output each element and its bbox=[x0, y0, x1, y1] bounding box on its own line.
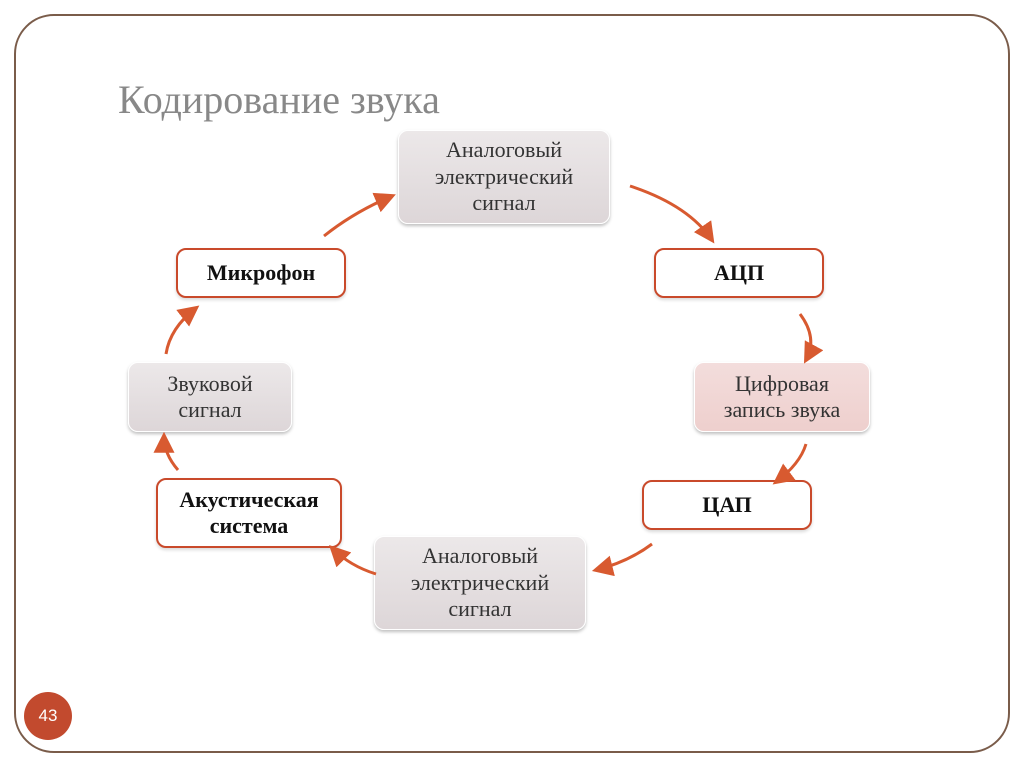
node-speaker: Акустическаясистема bbox=[156, 478, 342, 548]
node-adc: АЦП bbox=[654, 248, 824, 298]
slide-title: Кодирование звука bbox=[118, 76, 440, 123]
slide: Кодирование звука Аналоговыйэлектрически… bbox=[0, 0, 1024, 767]
page-number-badge: 43 bbox=[24, 692, 72, 740]
node-analog-bot: Аналоговыйэлектрическийсигнал bbox=[374, 536, 586, 630]
node-analog-top: Аналоговыйэлектрическийсигнал bbox=[398, 130, 610, 224]
page-number: 43 bbox=[39, 706, 58, 726]
node-dac: ЦАП bbox=[642, 480, 812, 530]
node-digital-rec: Цифроваязапись звука bbox=[694, 362, 870, 432]
node-microphone: Микрофон bbox=[176, 248, 346, 298]
node-sound-signal: Звуковойсигнал bbox=[128, 362, 292, 432]
